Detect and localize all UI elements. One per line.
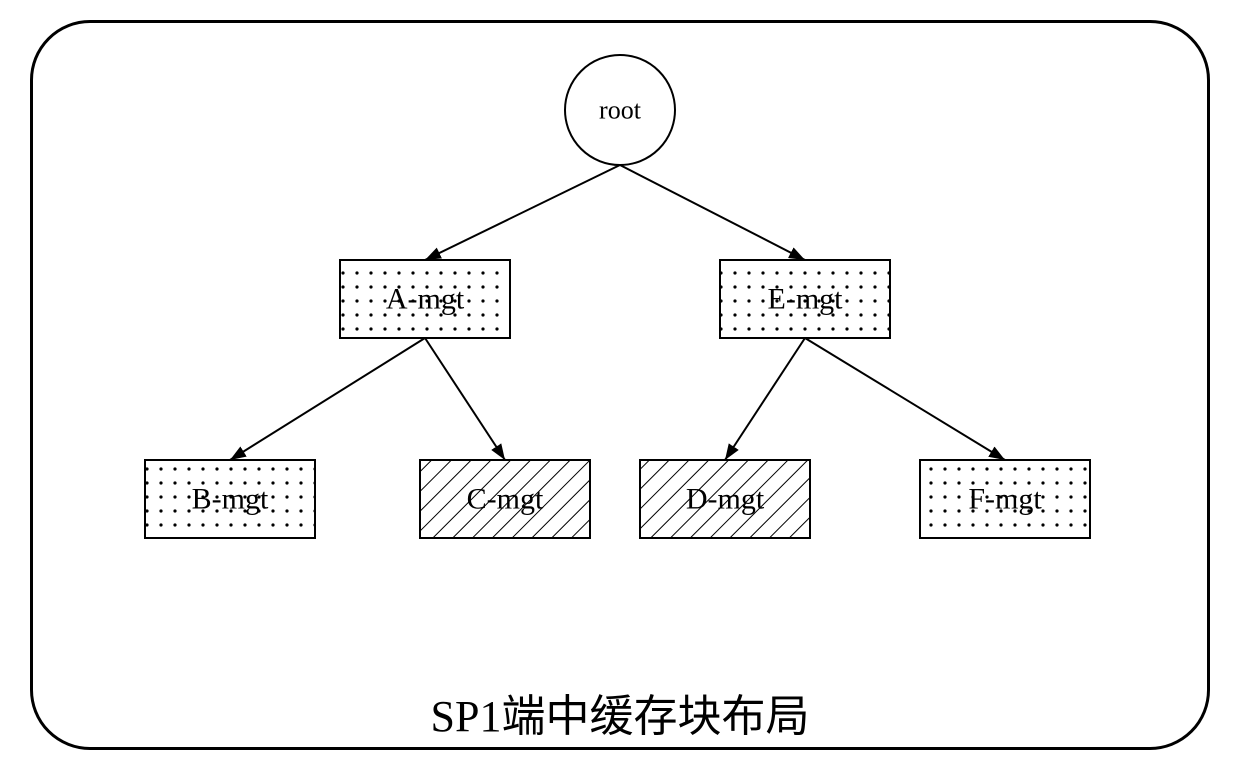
edge-A-B bbox=[230, 338, 425, 460]
tree-diagram: root A-mgt E-mgt B-mgt C-mgt D-mgt F-mgt bbox=[0, 0, 1239, 772]
node-C: C-mgt bbox=[420, 460, 590, 538]
node-F-label: F-mgt bbox=[968, 483, 1042, 516]
node-B: B-mgt bbox=[145, 460, 315, 538]
node-C-label: C-mgt bbox=[467, 483, 544, 516]
edge-E-F bbox=[805, 338, 1005, 460]
diagram-caption: SP1端中缓存块布局 bbox=[431, 680, 810, 744]
node-A-label: A-mgt bbox=[386, 283, 465, 316]
node-D: D-mgt bbox=[640, 460, 810, 538]
node-E: E-mgt bbox=[720, 260, 890, 338]
root-label: root bbox=[599, 96, 642, 125]
edge-root-A bbox=[425, 165, 620, 260]
node-B-label: B-mgt bbox=[192, 483, 269, 516]
root-node: root bbox=[565, 55, 675, 165]
edge-E-D bbox=[725, 338, 805, 460]
edge-A-C bbox=[425, 338, 505, 460]
node-D-label: D-mgt bbox=[686, 483, 765, 516]
node-E-label: E-mgt bbox=[768, 283, 844, 316]
node-A: A-mgt bbox=[340, 260, 510, 338]
node-F: F-mgt bbox=[920, 460, 1090, 538]
edge-root-E bbox=[620, 165, 805, 260]
